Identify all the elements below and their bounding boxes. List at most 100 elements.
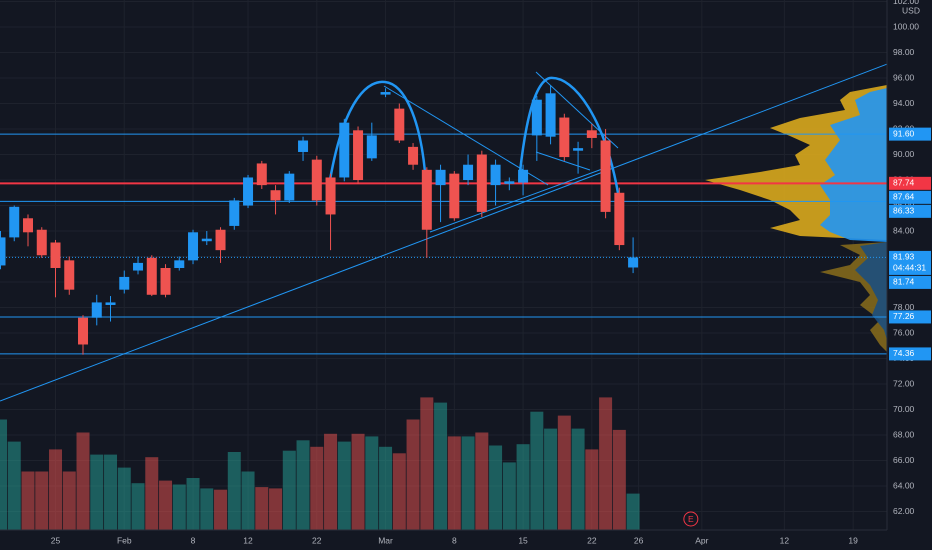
y-tick-label: 76.00 [893,327,915,337]
volume-bar [544,428,558,530]
candle-body [435,169,446,186]
volume-bar [434,402,448,530]
volume-layer [0,397,640,530]
candle-body [490,164,501,186]
volume-bar [626,493,640,530]
volume-bar [21,471,35,530]
volume-profile-upper-blue [820,88,887,242]
candle-body [325,177,336,215]
earnings-label: E [688,514,694,524]
volume-bar [241,471,255,530]
y-tick-label: 64.00 [893,480,915,490]
candle-body [23,218,34,233]
x-tick-label: 8 [452,535,457,545]
level-label-box [889,127,931,141]
candle-body [201,238,212,242]
level-label-box [889,275,931,289]
volume-bar [571,428,585,530]
candle-body [9,206,20,238]
x-tick-label: 12 [780,535,790,545]
volume-bar [104,454,118,530]
y-tick-label: 96.00 [893,72,915,82]
y-tick-label: 68.00 [893,429,915,439]
level-label: 86.33 [893,206,915,216]
candle-body [614,192,625,246]
volume-bar [76,432,90,530]
candle-body [270,190,281,201]
candle-body [518,169,529,183]
candle-body [600,140,611,212]
x-tick-label: 19 [848,535,858,545]
volume-bar [324,433,338,530]
currency-label: USD [902,5,920,15]
candle-body [504,181,515,184]
level-label: 74.36 [893,348,915,358]
candle-body [229,200,240,226]
candle-body [353,130,364,181]
volume-profile-lower-blue [855,242,887,340]
volume-bar [461,436,475,530]
volume-bar [186,478,200,530]
candle-body [284,173,295,201]
candle-body [215,229,226,251]
volume-bar [516,444,530,530]
candle-body [366,135,377,159]
x-tick-label: 8 [191,535,196,545]
volume-bar [351,433,365,530]
volume-bar [62,471,76,530]
level-label: 77.26 [893,311,915,321]
level-label: 87.64 [893,192,915,202]
volume-bar [392,453,406,530]
drawings [0,63,887,402]
volume-bar [282,450,296,530]
volume-bar [296,440,310,530]
trendline [535,151,591,171]
volume-bar [557,415,571,530]
candle-body [133,262,144,271]
level-label-box [889,310,931,324]
candle-body [545,93,556,137]
price-axis-bg [887,0,932,550]
volume-bar [227,452,241,530]
y-tick-label: 78.00 [893,302,915,312]
x-tick-label: Feb [117,535,132,545]
candle-body [119,276,130,290]
volume-bar [530,411,544,530]
candle-body [160,267,171,295]
candle-body [0,237,6,266]
volume-bar [49,449,63,530]
x-tick-label: 12 [243,535,253,545]
candle-body [408,146,419,165]
candle-body [174,260,185,268]
countdown-label: 04:44:31 [893,263,926,273]
y-tick-label: 62.00 [893,506,915,516]
volume-bar [200,488,214,530]
volume-bar [145,457,159,530]
volume-bar [90,454,104,530]
volume-bar [379,446,393,530]
y-tick-label: 102.00 [893,0,919,6]
y-tick-label: 100.00 [893,21,919,31]
volume-bar [255,487,269,530]
volume-bar [131,483,145,530]
candle-body [531,99,542,136]
candle-body [559,117,570,158]
volume-bar [489,445,503,530]
candle-body [449,173,460,219]
volume-bar [447,436,461,530]
level-label-box [889,204,931,218]
head-arc [328,80,427,181]
candle-body [476,154,487,212]
x-tick-label: 26 [634,535,644,545]
candle-body [394,108,405,141]
candle-body [339,122,350,178]
x-tick-label: 22 [587,535,597,545]
volume-bar [420,397,434,530]
volume-bar [159,480,173,530]
candle-body [573,148,584,151]
x-tick-label: 22 [312,535,322,545]
volume-bar [599,397,613,530]
candle-body [380,92,391,95]
y-tick-label: 66.00 [893,455,915,465]
candle-body [105,302,116,305]
